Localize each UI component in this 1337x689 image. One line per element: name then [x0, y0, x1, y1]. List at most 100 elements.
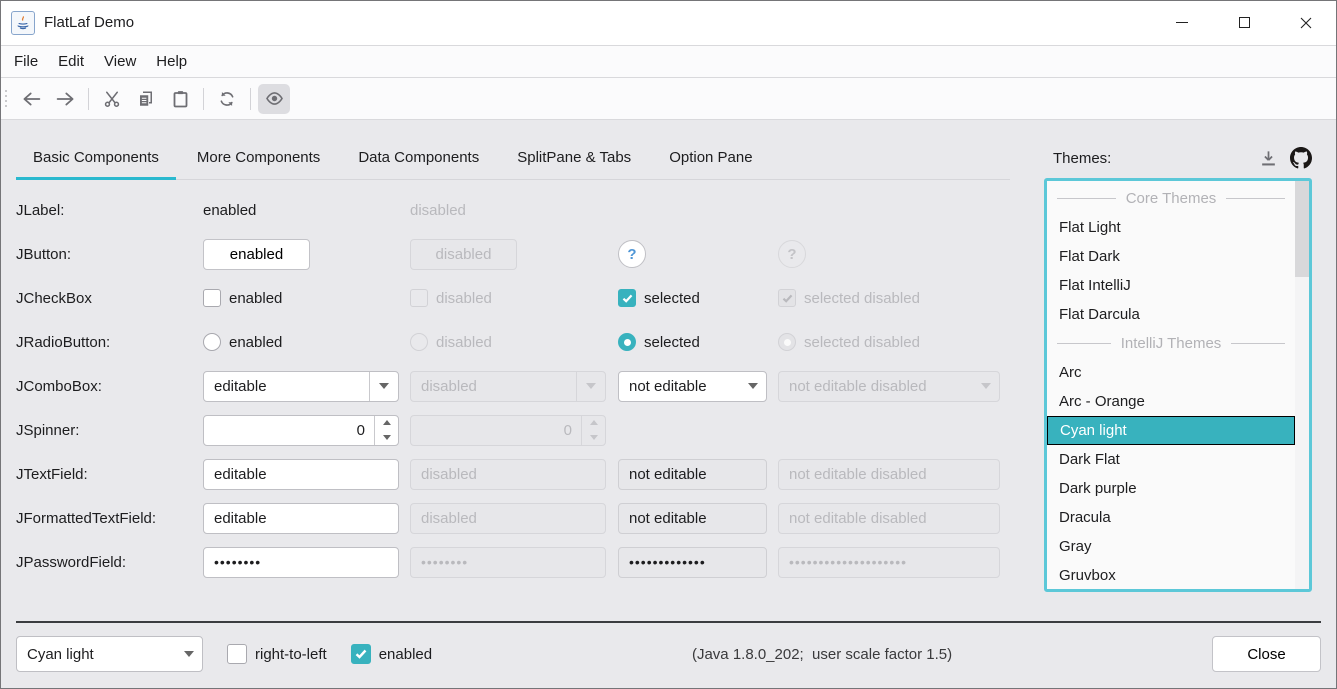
- theme-item-arc[interactable]: Arc: [1059, 364, 1082, 381]
- forward-button[interactable]: [49, 84, 81, 114]
- menu-file[interactable]: File: [14, 53, 39, 70]
- radio-unchecked-icon[interactable]: [203, 333, 221, 351]
- theme-item-dark-purple[interactable]: Dark purple: [1059, 480, 1137, 497]
- spinner-up-icon: [582, 416, 605, 431]
- copy-button[interactable]: [130, 84, 162, 114]
- tab-data-components[interactable]: Data Components: [358, 149, 480, 166]
- cut-button[interactable]: [96, 84, 128, 114]
- right-to-left-checkbox[interactable]: right-to-left: [227, 644, 327, 664]
- jspinner-row-label: JSpinner:: [16, 421, 80, 439]
- spinner-up-icon[interactable]: [375, 416, 398, 431]
- enabled-button[interactable]: enabled: [203, 238, 310, 270]
- jlabel-disabled: disabled: [410, 201, 466, 219]
- menu-edit[interactable]: Edit: [58, 53, 85, 70]
- refresh-button[interactable]: [211, 84, 243, 114]
- download-icon[interactable]: [1259, 149, 1278, 168]
- menu-view[interactable]: View: [104, 53, 137, 70]
- toolbar-separator: [250, 87, 251, 110]
- combobox-not-editable-disabled: not editable disabled: [778, 370, 1000, 402]
- theme-item-flat-darcula[interactable]: Flat Darcula: [1059, 306, 1140, 323]
- checkbox-checked-icon[interactable]: [618, 289, 636, 307]
- paste-button[interactable]: [164, 84, 196, 114]
- themes-scrollbar[interactable]: [1295, 181, 1309, 589]
- checkbox-checked-icon[interactable]: [350, 644, 371, 664]
- passwordfield-disabled: ••••••••: [410, 546, 606, 578]
- checkbox-selected[interactable]: selected: [618, 289, 778, 307]
- jcombobox-row-label: JComboBox:: [16, 377, 102, 395]
- theme-selector-combobox[interactable]: Cyan light: [16, 636, 203, 672]
- radio-disabled: disabled: [410, 333, 618, 351]
- theme-item-cyan-light[interactable]: Cyan light: [1047, 416, 1295, 445]
- theme-item-flat-light[interactable]: Flat Light: [1059, 219, 1121, 236]
- chevron-down-icon: [973, 372, 999, 401]
- menu-help[interactable]: Help: [156, 53, 188, 70]
- theme-selector-value[interactable]: Cyan light: [27, 645, 94, 663]
- checkbox-unchecked-icon[interactable]: [203, 289, 221, 307]
- theme-item-dracula[interactable]: Dracula: [1059, 509, 1111, 526]
- checkbox-disabled: disabled: [410, 289, 618, 307]
- theme-item-gray[interactable]: Gray: [1059, 538, 1092, 555]
- minimize-icon[interactable]: [1151, 0, 1213, 45]
- tab-bar: Basic Components More Components Data Co…: [16, 140, 1010, 180]
- tab-basic-components[interactable]: Basic Components: [16, 140, 176, 180]
- tab-option-pane[interactable]: Option Pane: [669, 149, 753, 166]
- textfield-disabled: disabled: [410, 458, 606, 490]
- java-app-icon: [11, 10, 35, 35]
- chevron-down-icon[interactable]: [369, 371, 398, 401]
- tab-more-components[interactable]: More Components: [196, 149, 321, 166]
- theme-category-core-themes: Core Themes: [1047, 184, 1295, 213]
- help-button[interactable]: ?: [618, 240, 646, 268]
- spinner-arrows-disabled: [581, 415, 605, 445]
- checkbox-unchecked-icon[interactable]: [227, 644, 247, 664]
- radio-selected-label: selected: [644, 333, 700, 351]
- toolbar-grip[interactable]: [5, 90, 7, 107]
- scrollbar-thumb[interactable]: [1295, 181, 1309, 277]
- checkbox-enabled[interactable]: enabled: [203, 289, 410, 307]
- chevron-down-icon[interactable]: [740, 372, 766, 401]
- theme-item-flat-intellij[interactable]: Flat IntelliJ: [1059, 277, 1131, 294]
- themes-listbox[interactable]: Core Themes Flat Light Flat Dark Flat Intel…: [1044, 178, 1312, 592]
- spinner-down-icon[interactable]: [375, 430, 398, 445]
- themes-label: Themes:: [1053, 149, 1112, 167]
- refresh-icon: [220, 91, 234, 106]
- theme-item-flat-dark[interactable]: Flat Dark: [1059, 248, 1120, 265]
- scissors-icon: [104, 91, 120, 107]
- radio-selected[interactable]: selected: [618, 333, 778, 351]
- checkbox-disabled-label: disabled: [436, 289, 492, 307]
- theme-item-dark-flat[interactable]: Dark Flat: [1059, 451, 1120, 468]
- checkbox-checked-disabled-icon: [778, 289, 796, 307]
- show-hidden-toggle[interactable]: [258, 83, 290, 114]
- chevron-down-icon: [576, 371, 605, 401]
- formatted-textfield-editable[interactable]: editable: [203, 502, 399, 534]
- close-icon[interactable]: [1275, 0, 1337, 45]
- textfield-editable[interactable]: editable: [203, 458, 399, 490]
- spinner-arrows[interactable]: [374, 415, 398, 445]
- passwordfield-not-editable: •••••••••••••: [618, 546, 767, 578]
- passwordfield-editable[interactable]: ••••••••: [203, 546, 399, 578]
- radio-enabled[interactable]: enabled: [203, 333, 410, 351]
- jpasswordfield-row-label: JPasswordField:: [16, 553, 127, 571]
- spinner-enabled[interactable]: 0: [203, 414, 399, 446]
- maximize-icon[interactable]: [1213, 0, 1275, 45]
- theme-item-arc-orange[interactable]: Arc - Orange: [1059, 393, 1145, 410]
- spinner-value[interactable]: 0: [356, 421, 365, 439]
- back-button[interactable]: [15, 84, 47, 114]
- copy-icon: [140, 91, 152, 106]
- combobox-editable[interactable]: editable: [203, 370, 399, 402]
- chevron-down-icon[interactable]: [176, 637, 202, 671]
- combobox-editable-value[interactable]: editable: [214, 377, 267, 395]
- checkbox-unchecked-disabled-icon: [410, 289, 428, 307]
- radio-checked-icon[interactable]: [618, 333, 636, 351]
- bottom-bar: Cyan light right-to-left enabled (Java 1…: [0, 632, 1337, 676]
- back-arrow-icon: [23, 92, 40, 105]
- themes-list: Core Themes Flat Light Flat Dark Flat Intel…: [1047, 181, 1295, 589]
- status-text: (Java 1.8.0_202; user scale factor 1.5): [691, 645, 953, 663]
- tab-splitpane-tabs[interactable]: SplitPane & Tabs: [517, 149, 632, 166]
- combobox-not-editable-value[interactable]: not editable: [629, 377, 707, 395]
- theme-item-gruvbox[interactable]: Gruvbox: [1059, 567, 1116, 584]
- github-icon[interactable]: [1290, 147, 1312, 169]
- close-button[interactable]: Close: [1212, 636, 1321, 672]
- radio-disabled-label: disabled: [436, 333, 492, 351]
- combobox-not-editable[interactable]: not editable: [618, 370, 767, 402]
- enabled-checkbox[interactable]: enabled: [350, 644, 432, 664]
